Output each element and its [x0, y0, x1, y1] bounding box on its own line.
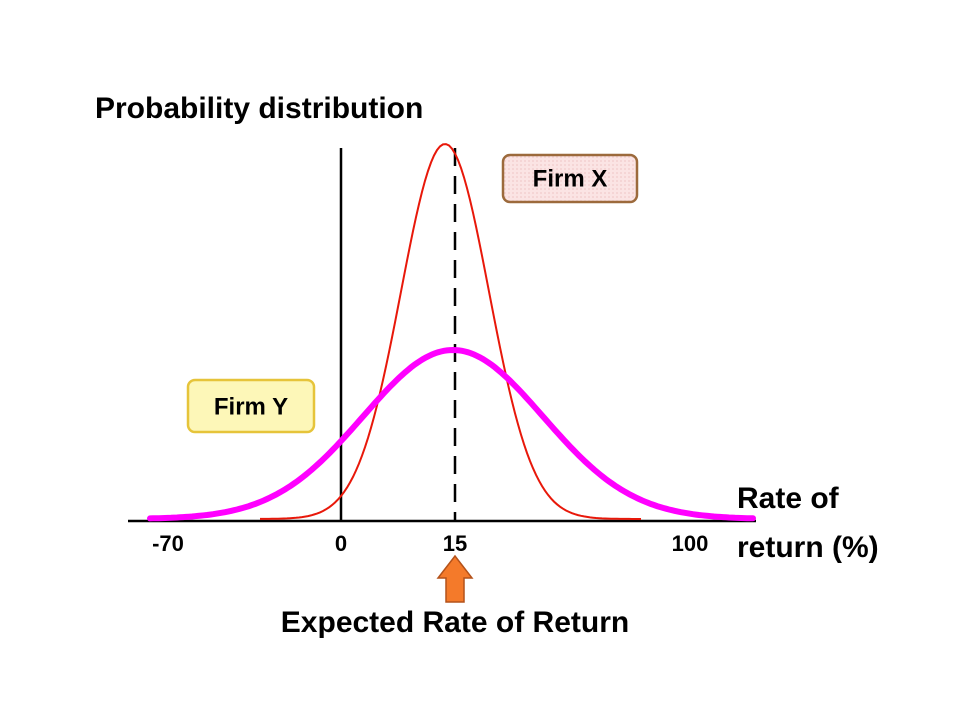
x-tick-label: 15: [443, 531, 467, 556]
firm-y-box: [186, 378, 316, 434]
x-axis-label: Rate of: [737, 482, 840, 515]
x-axis-label: return (%): [737, 531, 879, 564]
arrow: [436, 554, 474, 603]
title: Probability distribution: [95, 92, 423, 125]
firm-y-label: Firm Y: [214, 393, 288, 420]
annotation: Expected Rate of Return: [281, 606, 629, 639]
firm-x-box: [501, 153, 639, 204]
x-tick-label: 0: [335, 531, 347, 556]
firm-x-curve: [260, 143, 641, 520]
firm-y-curve: [147, 346, 756, 522]
x-tick-label: -70: [152, 531, 184, 556]
firm-x-label: Firm X: [533, 165, 608, 192]
x-tick-label: 100: [672, 531, 709, 556]
